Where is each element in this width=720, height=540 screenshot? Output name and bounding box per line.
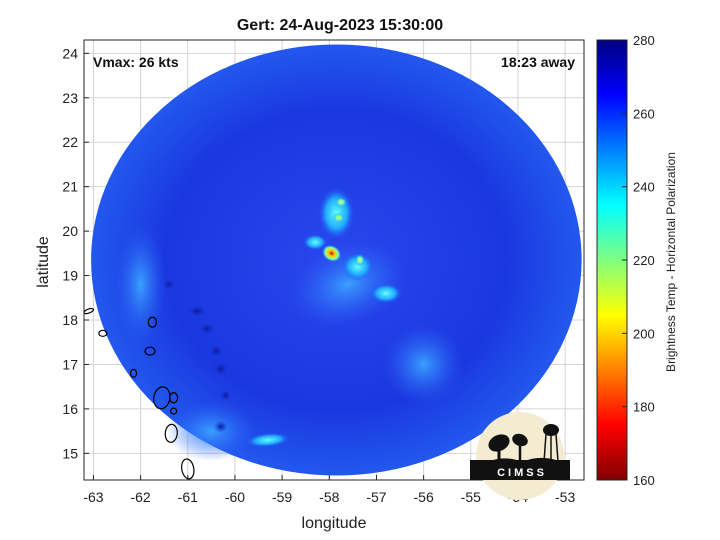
x-tick-label: -53 xyxy=(555,489,575,505)
x-tick-label: -60 xyxy=(225,489,245,505)
y-tick-label: 22 xyxy=(62,134,78,150)
colorbar-tick-label: 200 xyxy=(633,326,655,341)
colorbar-tick-label: 220 xyxy=(633,253,655,268)
x-tick-label: -56 xyxy=(414,489,434,505)
island-outline xyxy=(147,316,157,328)
y-tick-labels: 24 23 22 21 20 19 18 17 16 15 xyxy=(62,45,78,461)
y-tick-label: 21 xyxy=(62,179,78,195)
x-tick-label: -59 xyxy=(272,489,292,505)
y-tick-label: 19 xyxy=(62,268,78,284)
brightness-feature xyxy=(166,401,257,462)
brightness-feature xyxy=(383,324,464,405)
brightness-feature xyxy=(115,224,166,345)
brightness-feature xyxy=(162,279,175,290)
brightness-feature xyxy=(209,345,224,358)
brightness-feature xyxy=(354,254,365,266)
island-outline xyxy=(129,368,138,378)
brightness-feature xyxy=(213,420,228,433)
island-outline xyxy=(98,329,108,337)
x-axis-label: longitude xyxy=(302,515,367,532)
map-title: Gert: 24-Aug-2023 15:30:00 xyxy=(237,17,443,34)
colorbar-tick-label: 160 xyxy=(633,473,655,488)
colorbar-tick-label: 260 xyxy=(633,106,655,121)
island-outline xyxy=(144,346,156,356)
colorbar-tick-label: 240 xyxy=(633,180,655,195)
colorbar-tick-labels: 280 260 240 220 200 180 160 xyxy=(622,33,655,488)
vmax-label: Vmax: 26 kts xyxy=(93,54,179,70)
x-tick-label: -63 xyxy=(83,489,103,505)
x-tick-label: -61 xyxy=(178,489,198,505)
brightness-feature xyxy=(322,244,342,262)
brightness-feature xyxy=(246,432,290,448)
y-tick-label: 18 xyxy=(62,312,78,328)
y-tick-label: 17 xyxy=(62,356,78,372)
plot-frame xyxy=(83,39,585,481)
x-tick-labels: -63-62-61-60-59-58-57-56-55-54-53 xyxy=(83,489,575,505)
brightness-feature xyxy=(219,389,232,402)
y-tick-label: 16 xyxy=(62,401,78,417)
y-tick-label: 23 xyxy=(62,90,78,106)
x-tick-label: -58 xyxy=(319,489,339,505)
x-tick-label: -57 xyxy=(366,489,386,505)
island-outline xyxy=(181,458,195,480)
x-tick-label: -55 xyxy=(461,489,481,505)
brightness-feature xyxy=(198,322,215,335)
brightness-feature xyxy=(369,283,402,304)
y-tick-label: 15 xyxy=(62,445,78,461)
island-outline xyxy=(164,423,178,443)
colorbar-tick-label: 280 xyxy=(633,33,655,48)
island-outline xyxy=(170,407,178,415)
brightness-feature xyxy=(290,241,407,328)
brightness-feature xyxy=(332,212,345,223)
colorbar-label: Brightness Temp - Horizontal Polarizatio… xyxy=(664,152,678,372)
x-tick-label: -62 xyxy=(130,489,150,505)
brightness-feature xyxy=(335,197,348,208)
time-away-label: 18:23 away xyxy=(501,54,575,70)
brightness-feature xyxy=(213,361,228,376)
cimss-logo: CIMSS xyxy=(470,412,570,500)
brightness-feature xyxy=(188,305,207,318)
colorbar-tick-label: 180 xyxy=(633,400,655,415)
island-outline xyxy=(169,392,179,404)
y-axis-label: latitude xyxy=(35,236,52,288)
brightness-feature xyxy=(341,252,374,281)
brightness-features xyxy=(115,187,464,462)
brightness-feature xyxy=(303,234,328,251)
logo-text: CIMSS xyxy=(497,467,547,479)
y-tick-label: 20 xyxy=(62,223,78,239)
y-tick-label: 24 xyxy=(62,45,78,61)
